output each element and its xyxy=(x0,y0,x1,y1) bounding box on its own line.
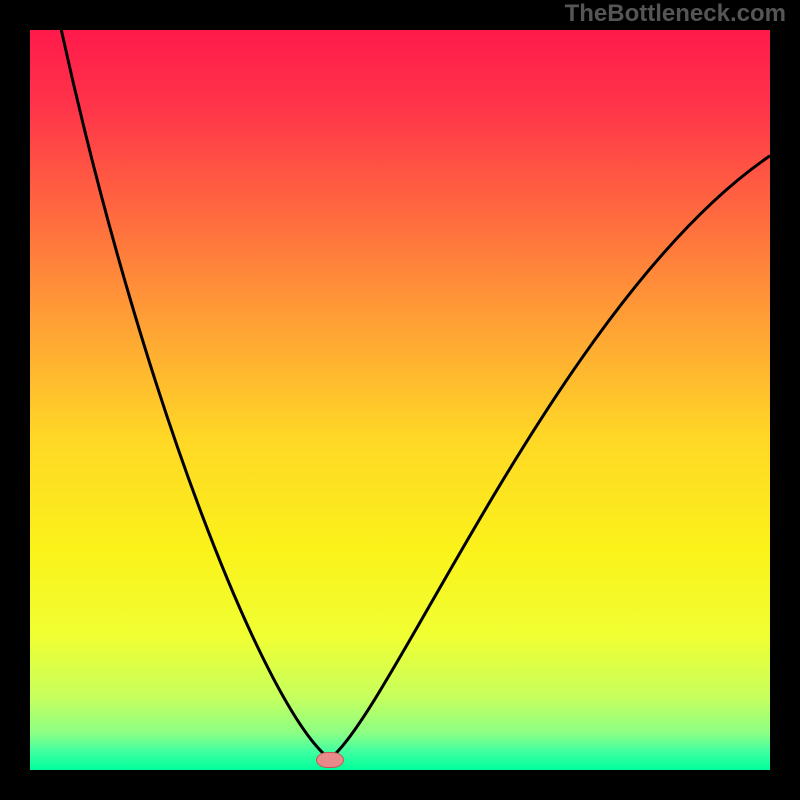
curve-path xyxy=(58,30,770,759)
plot-area xyxy=(30,30,770,770)
watermark-text: TheBottleneck.com xyxy=(565,0,786,28)
bottleneck-curve xyxy=(30,30,770,770)
valley-marker xyxy=(316,752,344,768)
chart-container: TheBottleneck.com xyxy=(0,0,800,800)
